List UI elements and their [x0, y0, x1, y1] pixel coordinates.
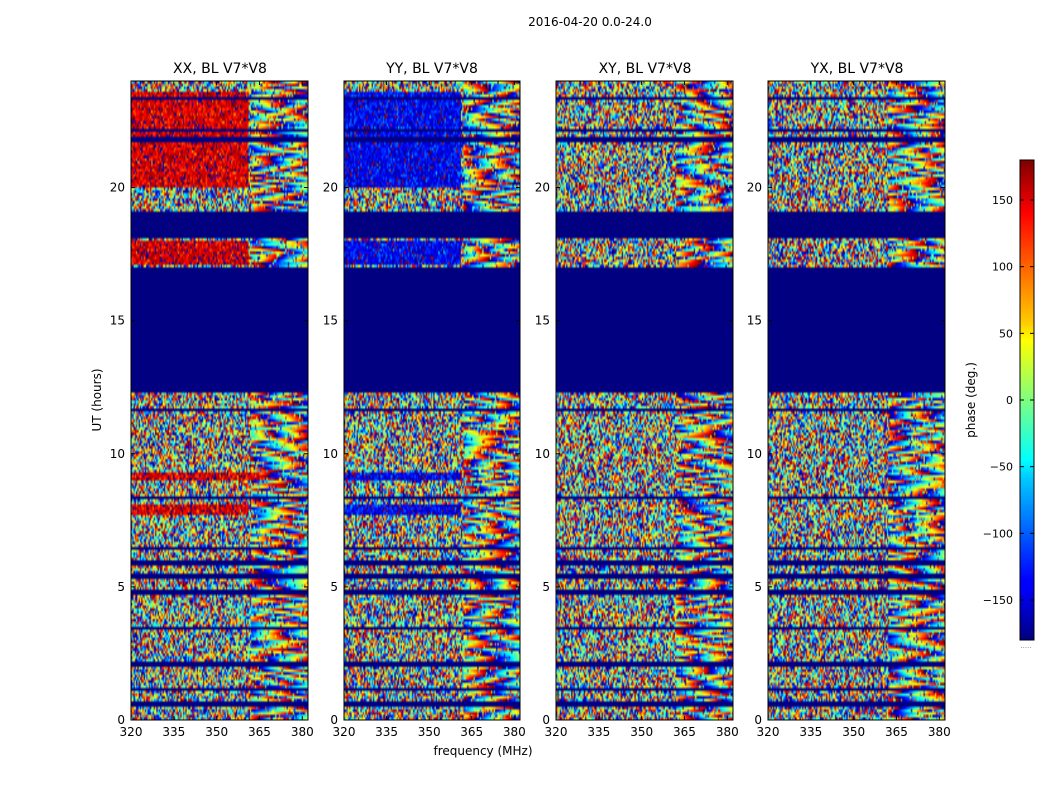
y-tick-label: 10 [323, 447, 338, 461]
y-tick-label: 5 [330, 580, 338, 594]
x-axis-label: frequency (MHz) [433, 744, 532, 758]
x-tick-label: 380 [291, 725, 314, 739]
x-tick-label: 365 [248, 725, 271, 739]
phase-heatmap [131, 81, 308, 720]
y-tick-label: 15 [747, 314, 762, 328]
x-tick-label: 320 [757, 725, 780, 739]
x-tick-label: 320 [120, 725, 143, 739]
phase-heatmap [556, 81, 733, 720]
colorbar-label: phase (deg.) [964, 362, 978, 438]
colorbar: 150 100 50 0 −50 −100 −150 phase (deg.) ..... [964, 159, 1035, 650]
colorbar-tick-label: −50 [990, 461, 1013, 474]
x-tick-label: 365 [885, 725, 908, 739]
x-tick-label: 335 [799, 725, 822, 739]
y-tick-label: 15 [110, 314, 125, 328]
panel-title: XY, BL V7*V8 [599, 61, 692, 77]
colorbar-tick-label: 150 [992, 194, 1013, 207]
y-axis-label: UT (hours) [90, 368, 104, 431]
x-tick-label: 350 [205, 725, 228, 739]
colorbar-tick-label: 50 [999, 327, 1013, 340]
panel-title: YX, BL V7*V8 [810, 61, 904, 77]
x-tick-label: 335 [162, 725, 185, 739]
x-tick-label: 335 [587, 725, 610, 739]
y-tick-label: 10 [110, 447, 125, 461]
colorbar-tick-label: 100 [992, 261, 1013, 274]
y-tick-label: 20 [747, 181, 762, 195]
phase-heatmap [768, 81, 945, 720]
y-tick-label: 5 [542, 580, 550, 594]
x-tick-label: 320 [545, 725, 568, 739]
x-tick-label: 380 [716, 725, 739, 739]
y-tick-label: 0 [754, 713, 762, 727]
panel-title: XX, BL V7*V8 [173, 61, 267, 77]
colorbar-footer: ..... [1020, 642, 1031, 650]
panel-xy: XY, BL V7*V8 320 335 350 365 380 0 5 10 15 20 [535, 61, 739, 739]
x-tick-label: 380 [503, 725, 526, 739]
phase-heatmap [344, 81, 520, 720]
figure-suptitle: 2016-04-20 0.0-24.0 [528, 15, 652, 29]
panel-xx: XX, BL V7*V8 320 335 350 365 380 0 5 10 15 20 UT … [90, 61, 314, 739]
x-tick-label: 365 [673, 725, 696, 739]
y-tick-label: 15 [323, 314, 338, 328]
panel-yx: YX, BL V7*V8 320 335 350 365 380 0 5 10 15 20 [747, 61, 951, 739]
x-tick-label: 320 [333, 725, 356, 739]
y-tick-label: 20 [110, 181, 125, 195]
y-tick-label: 0 [117, 713, 125, 727]
y-tick-label: 10 [747, 447, 762, 461]
panel-yy: YY, BL V7*V8 320 335 350 365 380 0 5 10 15 20 [323, 61, 526, 739]
y-tick-label: 15 [535, 314, 550, 328]
x-tick-label: 350 [630, 725, 653, 739]
colorbar-tick-label: −150 [983, 594, 1013, 607]
y-tick-label: 5 [117, 580, 125, 594]
x-tick-label: 365 [460, 725, 483, 739]
y-tick-label: 0 [542, 713, 550, 727]
x-tick-label: 380 [928, 725, 951, 739]
x-tick-label: 350 [418, 725, 441, 739]
x-tick-label: 335 [375, 725, 398, 739]
colorbar-tick-label: −100 [983, 527, 1013, 540]
x-tick-label: 350 [842, 725, 865, 739]
y-tick-label: 20 [535, 181, 550, 195]
y-tick-label: 0 [330, 713, 338, 727]
y-tick-label: 10 [535, 447, 550, 461]
y-tick-label: 5 [754, 580, 762, 594]
colorbar-tick-label: 0 [1006, 394, 1013, 407]
panel-title: YY, BL V7*V8 [385, 61, 478, 77]
y-tick-label: 20 [323, 181, 338, 195]
